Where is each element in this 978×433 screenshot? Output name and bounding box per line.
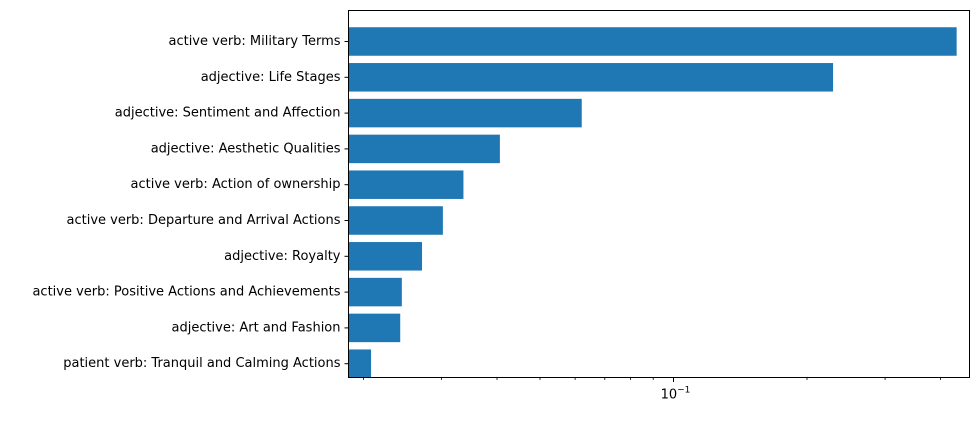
y-tick-labels: active verb: Military Terms adjective: Li… <box>32 34 340 371</box>
bars-group <box>348 27 957 378</box>
bar <box>348 63 834 92</box>
y-tick-label: active verb: Military Terms <box>168 34 340 49</box>
y-ticks <box>344 41 349 365</box>
bar <box>348 277 402 307</box>
x-tick-label-exponent: −1 <box>677 386 690 396</box>
y-tick-label: adjective: Royalty <box>224 249 341 264</box>
x-tick-label-base: 10 <box>661 388 678 403</box>
bar <box>348 134 500 164</box>
plot-frame <box>348 10 970 378</box>
y-tick-label: adjective: Life Stages <box>201 70 341 85</box>
bar <box>348 98 582 128</box>
y-tick-label: adjective: Sentiment and Affection <box>115 106 341 121</box>
y-tick-label: patient verb: Tranquil and Calming Actio… <box>63 356 340 371</box>
bar <box>348 27 957 56</box>
y-tick-label: adjective: Art and Fashion <box>171 320 340 335</box>
y-tick-label: adjective: Aesthetic Qualities <box>151 141 341 156</box>
y-tick-label: active verb: Departure and Arrival Actio… <box>67 213 341 228</box>
bar <box>348 349 372 378</box>
y-tick-label: active verb: Positive Actions and Achiev… <box>32 285 340 300</box>
bar <box>348 242 423 271</box>
x-tick-label: 10−1 <box>661 386 691 403</box>
x-ticks: 10−1 <box>363 377 941 403</box>
y-tick-label: active verb: Action of ownership <box>131 177 341 192</box>
bar <box>348 170 464 199</box>
bar <box>348 313 401 343</box>
bar <box>348 206 443 235</box>
